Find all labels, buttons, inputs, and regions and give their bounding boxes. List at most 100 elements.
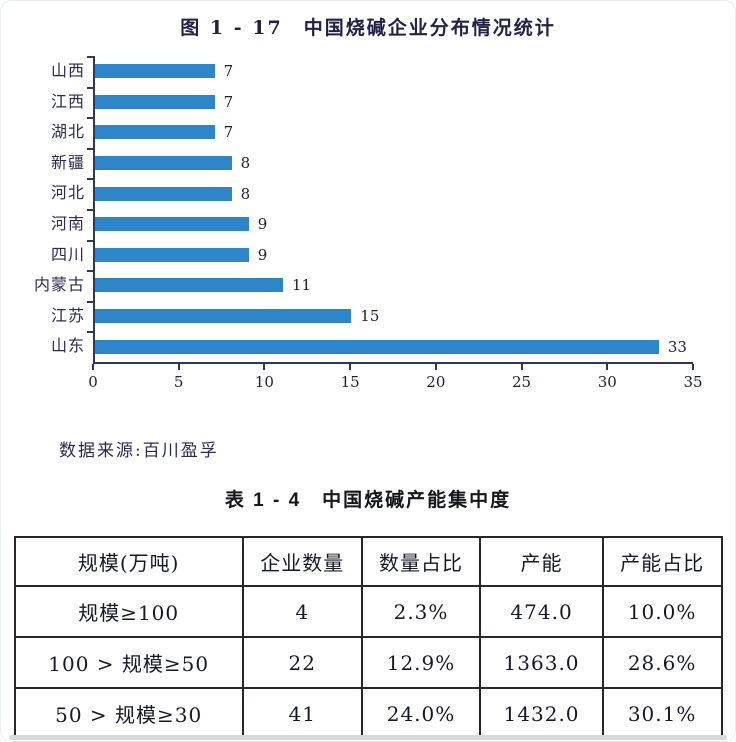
data-source-note: 数据来源:百川盈孚	[59, 441, 219, 461]
bar-row: 8	[95, 148, 693, 179]
x-axis-tick	[177, 364, 180, 370]
category-label: 山西	[50, 61, 85, 80]
bar-row: 9	[95, 240, 693, 271]
bar-row: 33	[95, 331, 693, 362]
x-axis-tick	[263, 364, 266, 370]
table-cell: 50 > 规模≥30	[13, 687, 244, 740]
x-axis-tick	[92, 364, 94, 370]
bar-value-label: 9	[257, 215, 268, 234]
table-row: 100 > 规模≥50 22 12.9% 1363.0 28.6%	[13, 636, 723, 689]
table-cell: 22	[241, 636, 363, 689]
x-axis-tick-label: 15	[340, 373, 360, 391]
x-axis-tick	[692, 364, 694, 370]
bar	[95, 156, 232, 171]
category-label: 河北	[50, 183, 85, 203]
bar	[95, 186, 232, 201]
bar-value-label: 15	[360, 307, 380, 326]
table-cell: 规模≥100	[13, 585, 244, 638]
category-label: 江西	[50, 91, 85, 111]
x-axis-tick-label: 0	[88, 373, 98, 391]
bar-value-label: 9	[257, 245, 268, 264]
y-axis-tick	[87, 86, 95, 89]
x-axis-tick-label: 35	[683, 373, 703, 391]
x-axis-tick-label: 10	[254, 373, 274, 391]
chart-body: 山西 江西 湖北 新疆 河北 河南 四川 内蒙古 江苏 山东 7 7 7 8 8 9 9 11 15 33	[17, 56, 713, 364]
bar-value-label: 11	[291, 276, 312, 295]
bar-row: 8	[95, 178, 693, 209]
table-cell: 28.6%	[601, 636, 723, 689]
bar-row: 7	[95, 56, 693, 87]
table-cell: 474.0	[479, 585, 604, 638]
bar	[95, 339, 659, 354]
bottom-edge-strip	[9, 735, 727, 740]
category-label: 新疆	[50, 152, 85, 172]
table-title: 表 1 - 4 中国烧碱产能集中度	[224, 490, 512, 511]
table-cell: 2.3%	[360, 585, 482, 638]
figure-title: 图 1 - 17 中国烧碱企业分布情况统计	[180, 17, 556, 39]
table-cell: 41	[241, 687, 363, 740]
bar-value-label: 7	[223, 92, 234, 111]
bar-row: 9	[95, 209, 693, 240]
table-header-row: 规模(万吨) 企业数量 数量占比 产能 产能占比	[13, 536, 723, 587]
table-row: 50 > 规模≥30 41 24.0% 1432.0 30.1%	[13, 687, 723, 740]
bar-value-label: 7	[223, 62, 234, 81]
y-axis-tick	[87, 239, 95, 242]
capacity-table: 规模(万吨) 企业数量 数量占比 产能 产能占比 规模≥100 4 2.3% 474.0 10.…	[13, 536, 723, 740]
x-axis-tick-label: 25	[512, 373, 532, 391]
table-cell: 24.0%	[360, 687, 482, 740]
category-label: 四川	[50, 244, 85, 264]
x-axis-tick-label: 5	[173, 373, 184, 391]
table-cell: 100 > 规模≥50	[13, 636, 244, 689]
bar	[95, 125, 215, 140]
category-label: 江苏	[50, 305, 85, 325]
category-label: 湖北	[50, 122, 85, 142]
bar	[95, 94, 215, 109]
category-label: 内蒙古	[33, 275, 85, 295]
chart-category-labels: 山西江西湖北新疆河北河南四川内蒙古江苏山东	[17, 56, 93, 364]
bar-chart: 山西 江西 湖北 新疆 河北 河南 四川 内蒙古 江苏 山东 7 7 7 8 8 9 9 11 15 33 0 5 10…	[17, 56, 713, 402]
bar-row: 7	[95, 117, 693, 148]
bar-row: 11	[95, 270, 693, 301]
bar-value-label: 7	[223, 123, 234, 142]
table-header-cell: 产能	[479, 536, 604, 587]
bar-value-label: 8	[240, 154, 251, 173]
capacity-table-body: 规模≥100 4 2.3% 474.0 10.0% 100 > 规模≥50 22 12.9% 1…	[13, 585, 723, 740]
bar	[95, 64, 215, 79]
y-axis-tick	[87, 209, 95, 211]
y-axis-tick	[87, 300, 95, 303]
x-axis-tick	[349, 364, 352, 370]
bar-value-label: 8	[240, 184, 251, 203]
y-axis-tick	[87, 270, 95, 273]
category-label: 山东	[50, 336, 85, 356]
table-header-cell: 企业数量	[241, 536, 363, 587]
y-axis-tick	[87, 331, 95, 334]
chart-plot-area: 7 7 7 8 8 9 9 11 15 33	[87, 56, 693, 364]
bar-row: 7	[95, 87, 693, 118]
x-axis-tick	[520, 364, 523, 370]
table-header-cell: 数量占比	[360, 536, 482, 587]
bar	[95, 247, 249, 262]
y-axis-tick	[87, 147, 95, 150]
x-axis-tick	[434, 364, 437, 370]
y-axis-tick	[87, 178, 95, 181]
y-axis-tick	[87, 56, 95, 58]
table-cell: 12.9%	[360, 636, 482, 689]
table-header-cell: 规模(万吨)	[13, 536, 244, 587]
x-axis-tick	[606, 364, 609, 370]
table-cell: 4	[241, 585, 363, 638]
table-cell: 1363.0	[479, 636, 604, 689]
table-cell: 10.0%	[601, 585, 723, 638]
table-cell: 1432.0	[479, 687, 604, 740]
bar	[95, 278, 283, 293]
table-header-cell: 产能占比	[601, 536, 723, 587]
chart-x-axis: 0 5 10 15 20 25 30 35	[88, 364, 703, 402]
bar-value-label: 33	[667, 337, 687, 356]
bar	[95, 217, 249, 232]
table-cell: 30.1%	[601, 687, 723, 740]
x-axis-tick-label: 20	[426, 373, 446, 391]
capacity-table-header: 规模(万吨) 企业数量 数量占比 产能 产能占比	[13, 536, 723, 587]
bar-row: 15	[95, 301, 693, 332]
table-row: 规模≥100 4 2.3% 474.0 10.0%	[13, 585, 723, 638]
category-label: 河南	[50, 213, 85, 233]
